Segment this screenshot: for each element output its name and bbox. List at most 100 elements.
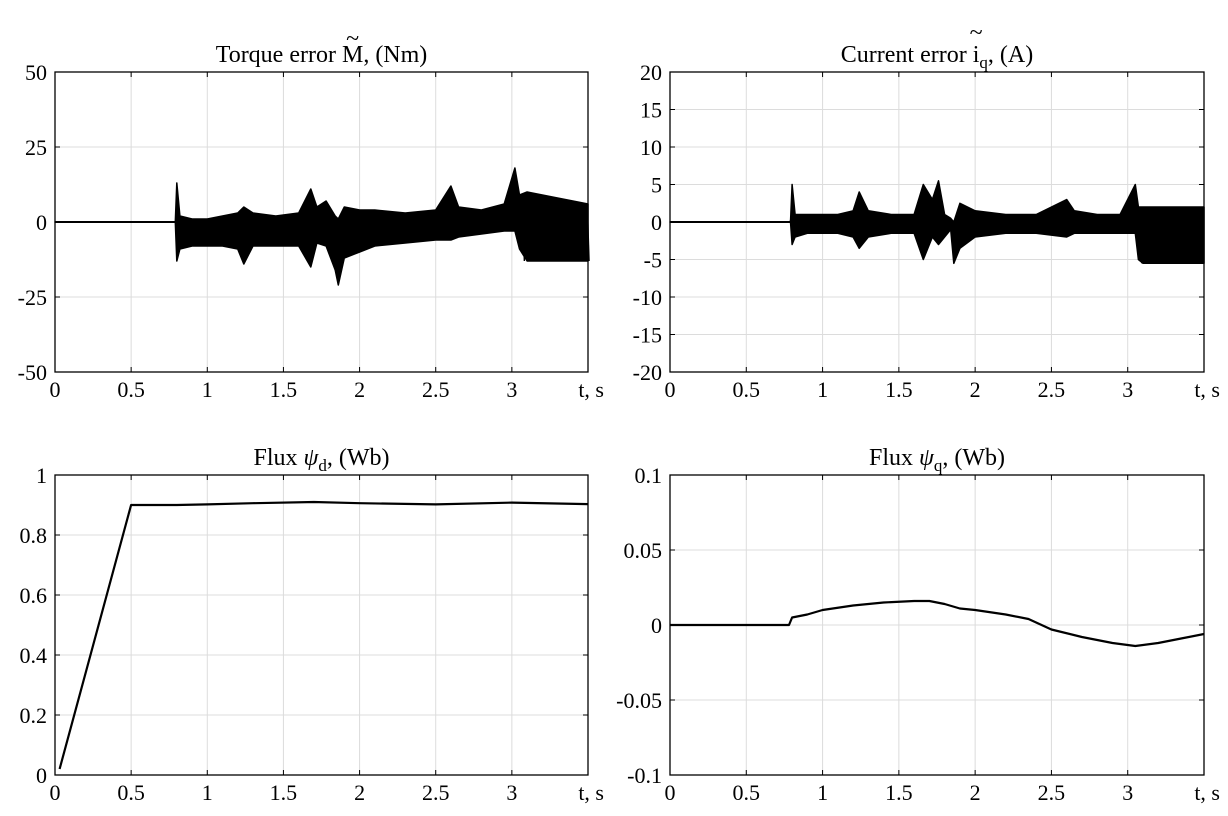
title-tilde-mark: ~ [346,26,359,52]
y-tick-label: 5 [651,173,662,198]
oscillation-stroke [1192,206,1196,264]
oscillation-stroke [1184,206,1189,264]
y-tick-label: 0 [651,210,662,235]
flux-q-chart: 0 0.5 1 1.5 2 2.5 3 t, s -0.1 -0.05 0 0.05 0.1 Flux ψ… [616,445,1220,805]
oscillation-stroke [563,203,567,262]
x-tick-label: 0 [665,780,676,805]
series-line [670,206,1204,247]
x-tick-label: 0 [50,377,61,402]
y-tick-label: 0.1 [635,463,663,488]
y-tick-label: 0.05 [624,538,663,563]
oscillation-stroke [1200,206,1204,264]
y-tick-label: 0 [36,210,47,235]
oscillation-stroke [552,203,556,262]
title-subscript: q [934,456,943,475]
x-tick-label: 2.5 [1038,377,1066,402]
x-tick-label: 0.5 [733,377,761,402]
y-tick-label: 15 [640,98,662,123]
oscillation-stroke [1146,206,1151,264]
series-line [670,599,1205,648]
oscillation-stroke [575,203,579,262]
x-axis-label: t, s [578,377,604,402]
title-subscript: q [979,53,988,72]
x-tick-label: 2 [970,377,981,402]
oscillation-stroke [533,203,537,262]
x-tick-label: 2 [970,780,981,805]
x-tick-label: 2.5 [1038,780,1066,805]
x-tick-label: 3 [1122,780,1133,805]
x-tick-label: 2.5 [422,377,450,402]
plot-frame [54,474,589,776]
x-tick-label: 0 [665,377,676,402]
y-tick-label: -25 [18,285,47,310]
y-tick-label: 0 [651,613,662,638]
oscillation-stroke [567,203,571,262]
oscillation-stroke [537,203,541,262]
x-tick-label: 2 [354,377,365,402]
title-prefix: Flux [253,445,303,471]
y-tick-label: 20 [640,60,662,85]
x-tick-label: 1 [202,780,213,805]
x-axis-label: t, s [1194,377,1220,402]
title-subscript: d [318,456,327,475]
title-symbol: i [973,42,980,68]
oscillation-stroke [1165,206,1170,264]
y-tick-label: 50 [25,60,47,85]
oscillation-stroke [529,203,533,262]
x-tick-label: 1 [817,377,828,402]
oscillation-stroke [1139,206,1143,264]
x-tick-label: 2.5 [422,780,450,805]
oscillation-stroke [1181,206,1185,264]
x-tick-label: 1.5 [885,377,913,402]
oscillation-stroke [1188,206,1193,264]
title-prefix: Flux [869,445,919,471]
title-tilde-mark: ~ [970,20,983,46]
y-tick-label: -50 [18,360,47,385]
y-tick-label: 0.4 [20,643,48,668]
series-line [55,196,589,256]
oscillation-stroke [571,203,575,262]
title-suffix: , (Nm) [363,42,427,68]
oscillation-stroke [540,203,545,262]
title-symbol: M [342,42,363,68]
title-prefix: Current error [841,42,973,68]
y-tick-label: 1 [36,463,47,488]
x-tick-label: 0.5 [733,780,761,805]
title-suffix: , (Wb) [327,445,390,471]
chart-title: Torque error M, (Nm) [216,42,428,68]
x-tick-label: 1.5 [270,377,298,402]
oscillation-stroke [521,203,526,262]
chart-title: Flux ψq, (Wb) [869,445,1005,475]
oscillation-stroke [1196,206,1200,264]
oscillation-stroke [1158,206,1162,264]
x-tick-label: 1 [817,780,828,805]
y-tick-label: 0.6 [20,583,48,608]
x-tick-label: 0 [50,780,61,805]
chart-title: Flux ψd, (Wb) [253,445,389,475]
title-suffix: , (A) [988,42,1033,68]
oscillation-stroke [525,203,529,262]
title-prefix: Torque error [216,42,342,68]
oscillation-stroke [1154,206,1158,264]
y-tick-label: 10 [640,135,662,160]
y-tick-label: -20 [633,360,662,385]
x-tick-label: 3 [1122,377,1133,402]
oscillation-stroke [1173,206,1177,264]
plot-area [55,475,588,775]
title-suffix: , (Wb) [942,445,1005,471]
oscillation-stroke [559,203,564,262]
oscillation-stroke [548,203,552,262]
y-tick-label: -10 [633,285,662,310]
y-tick-label: 0 [36,763,47,788]
y-tick-label: -0.1 [627,763,662,788]
series-line [58,500,589,770]
oscillation-stroke [582,203,586,262]
y-tick-label: -5 [644,248,662,273]
y-tick-label: 0.8 [20,523,48,548]
y-tick-label: -0.05 [616,688,662,713]
x-tick-label: 3 [506,377,517,402]
x-axis-label: t, s [578,780,604,805]
oscillation-stroke [1169,206,1173,264]
x-axis-label: t, s [1194,780,1220,805]
